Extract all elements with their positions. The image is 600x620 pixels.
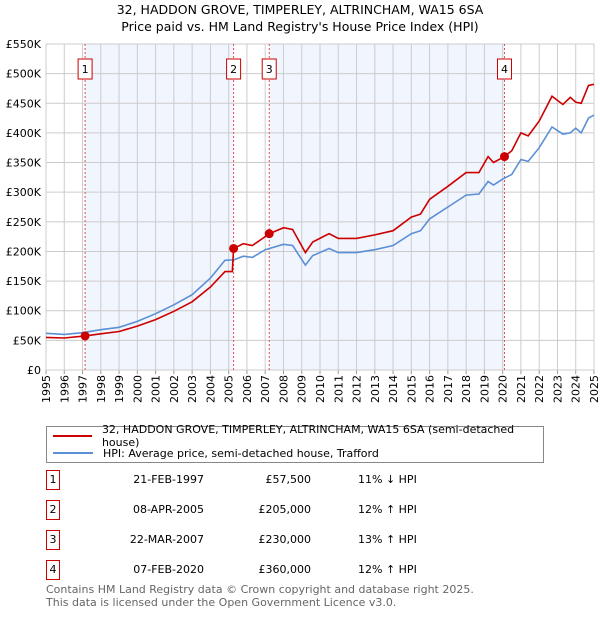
- y-tick-label: £150K: [6, 275, 42, 288]
- y-tick-label: £450K: [6, 97, 42, 110]
- y-tick-label: £50K: [13, 334, 42, 347]
- legend-label: HPI: Average price, semi-detached house,…: [103, 446, 379, 460]
- y-tick-label: £500K: [6, 68, 42, 81]
- sale-point: [499, 152, 509, 162]
- transaction-date: 21-FEB-1997: [133, 473, 204, 486]
- transaction-price: £360,000: [258, 563, 312, 576]
- sale-marker-box: [226, 58, 242, 80]
- y-tick-label: £0: [27, 364, 41, 377]
- transaction-row: 2 08-APR-2005 £205,000 12% ↑ HPI: [46, 500, 446, 520]
- hpi-series-line: [45, 114, 595, 336]
- sale-marker-label: 1: [82, 63, 89, 76]
- legend-swatch: [53, 452, 93, 454]
- x-tick-label: 1996: [58, 375, 71, 403]
- x-tick-label: 2007: [259, 375, 272, 403]
- y-tick-label: £100K: [6, 305, 42, 318]
- marker-number-box: 4: [46, 560, 60, 580]
- x-tick-label: 2010: [314, 375, 327, 403]
- x-tick-label: 2013: [369, 375, 382, 403]
- x-tick-label: 2017: [442, 375, 455, 403]
- x-tick-label: 2004: [204, 375, 217, 403]
- x-tick-label: 2011: [332, 375, 345, 403]
- legend: 32, HADDON GROVE, TIMPERLEY, ALTRINCHAM,…: [46, 423, 544, 463]
- sale-marker-label: 2: [230, 63, 237, 76]
- sale-point: [229, 243, 239, 253]
- x-tick-label: 2008: [277, 375, 290, 403]
- transaction-hpi-diff: 12% ↑ HPI: [358, 563, 417, 576]
- legend-item-hpi: HPI: Average price, semi-detached house,…: [53, 445, 379, 461]
- x-tick-label: 2002: [168, 375, 181, 403]
- x-tick-label: 2019: [478, 375, 491, 403]
- x-tick-label: 2000: [131, 375, 144, 403]
- x-tick-label: 2023: [551, 375, 564, 403]
- marker-number-box: 1: [46, 470, 60, 490]
- sale-point: [80, 331, 90, 341]
- shaded-period: [269, 44, 505, 370]
- x-tick-label: 2003: [186, 375, 199, 403]
- transaction-hpi-diff: 12% ↑ HPI: [358, 503, 417, 516]
- marker-number-box: 2: [46, 500, 60, 520]
- x-tick-label: 1995: [40, 375, 53, 403]
- x-tick-label: 2020: [497, 375, 510, 403]
- y-tick-label: £300K: [6, 186, 42, 199]
- footer-licence: This data is licensed under the Open Gov…: [46, 596, 397, 609]
- footer-copyright: Contains HM Land Registry data © Crown c…: [46, 583, 474, 596]
- x-tick-label: 2001: [150, 375, 163, 403]
- x-tick-label: 1999: [113, 375, 126, 403]
- sale-marker-box: [77, 58, 93, 80]
- property-series-line: [45, 83, 595, 339]
- x-tick-label: 2009: [296, 375, 309, 403]
- x-tick-label: 2022: [533, 375, 546, 403]
- transaction-hpi-diff: 11% ↓ HPI: [358, 473, 417, 486]
- transaction-hpi-diff: 13% ↑ HPI: [358, 533, 417, 546]
- y-tick-label: £550K: [6, 38, 42, 51]
- x-tick-label: 2016: [424, 375, 437, 403]
- legend-item-property: 32, HADDON GROVE, TIMPERLEY, ALTRINCHAM,…: [53, 423, 543, 449]
- y-tick-label: £200K: [6, 245, 42, 258]
- transaction-row: 4 07-FEB-2020 £360,000 12% ↑ HPI: [46, 560, 446, 580]
- sale-marker-box: [261, 58, 277, 80]
- sale-marker-label: 3: [266, 63, 273, 76]
- chart-title: 32, HADDON GROVE, TIMPERLEY, ALTRINCHAM,…: [116, 2, 484, 17]
- shaded-period: [85, 44, 234, 370]
- transaction-price: £205,000: [258, 503, 312, 516]
- transaction-date: 07-FEB-2020: [133, 563, 204, 576]
- x-tick-label: 1997: [77, 375, 90, 403]
- y-tick-label: £400K: [6, 127, 42, 140]
- sale-marker-box: [496, 58, 512, 80]
- sale-marker-label: 4: [501, 63, 508, 76]
- y-tick-label: £350K: [6, 157, 42, 170]
- x-tick-label: 2006: [241, 375, 254, 403]
- transaction-row: 1 21-FEB-1997 £57,500 11% ↓ HPI: [46, 470, 446, 490]
- x-tick-label: 2024: [570, 375, 583, 403]
- chart-subtitle: Price paid vs. HM Land Registry's House …: [121, 19, 479, 34]
- plot-border: [45, 43, 595, 371]
- transaction-date: 22-MAR-2007: [129, 533, 204, 546]
- sale-point: [264, 229, 274, 239]
- x-tick-label: 2021: [515, 375, 528, 403]
- x-tick-label: 2014: [387, 375, 400, 403]
- y-tick-label: £250K: [6, 216, 42, 229]
- transaction-price: £230,000: [258, 533, 312, 546]
- transaction-date: 08-APR-2005: [132, 503, 204, 516]
- x-tick-label: 2012: [351, 375, 364, 403]
- transaction-row: 3 22-MAR-2007 £230,000 13% ↑ HPI: [46, 530, 446, 550]
- x-tick-label: 2025: [588, 375, 600, 403]
- legend-label: 32, HADDON GROVE, TIMPERLEY, ALTRINCHAM,…: [101, 423, 515, 449]
- x-tick-label: 2005: [223, 375, 236, 403]
- x-tick-label: 2015: [405, 375, 418, 403]
- x-tick-label: 1998: [95, 375, 108, 403]
- x-tick-label: 2018: [460, 375, 473, 403]
- transaction-price: £57,500: [265, 473, 312, 486]
- marker-number-box: 3: [46, 530, 60, 550]
- legend-swatch: [53, 435, 92, 437]
- price-chart: 1995 1996 1997 1998 1999 2000 2001 2002 2003 2004…: [6, 38, 600, 403]
